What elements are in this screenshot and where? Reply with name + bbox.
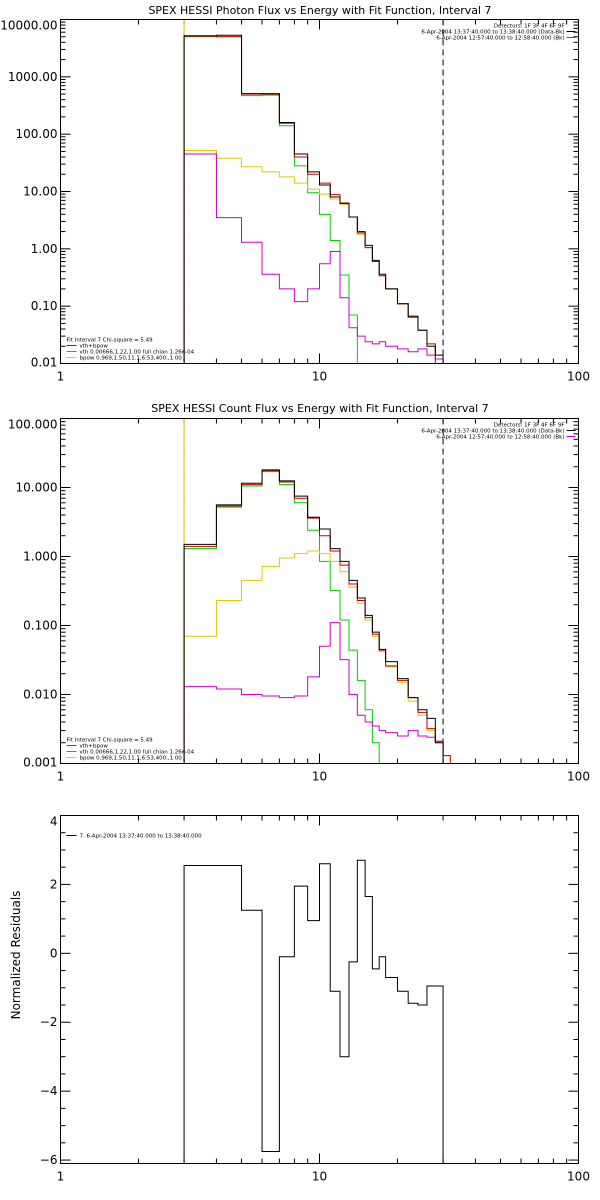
photon-flux-panel: SPEX HESSI Photon Flux vs Energy with Fi… [0, 4, 590, 384]
series-line-sum [183, 470, 451, 764]
legend-text: vth+bpow [80, 744, 109, 750]
y-tick-label: 100.000 [8, 418, 58, 432]
photon-flux-plot-area: 1 10 100 0.01 0.10 1.00 10.00 100.00 1000.00 1000… [0, 19, 590, 384]
legend-text: bpow 0.969,1.50,11.1,6.53,400.,1.00 [80, 756, 183, 762]
y-tick-label: 1.000 [23, 550, 57, 564]
series-line-bpow [183, 550, 451, 764]
series-group [183, 859, 444, 1164]
legend-text: Fit Interval 7 Chi-square = 5.49 [67, 338, 154, 344]
y-tick-label: 0.01 [31, 356, 58, 370]
x-tick-label: 10 [312, 1170, 327, 1184]
header-text: 6-Apr-2004 13:37:40.000 to 13:38:40.000 … [421, 429, 564, 435]
legend-text: vth 0.00666,1.22,1.00 full chian 1.26e-0… [80, 750, 195, 756]
series-line-total [183, 34, 444, 364]
y-tick-label: −2 [40, 1015, 58, 1029]
x-tick-label: 100 [567, 770, 590, 784]
y-tick-label: −4 [40, 1084, 58, 1098]
y-tick-label: 100.00 [16, 127, 58, 141]
residuals-plot-area: 1 10 100 −6 −4 −2 0 2 4 7. 6-Apr-2004 13:37:40.00… [40, 815, 590, 1184]
x-tick-label: 1 [57, 1170, 65, 1184]
y-tick-label: 10.000 [16, 481, 58, 495]
series-line-bk [183, 153, 444, 364]
header-text: 6-Apr-2004 13:37:40.000 to 13:38:40.000 … [421, 30, 564, 36]
x-tick-label: 10 [312, 770, 327, 784]
residuals-y-axis-label: Normalized Residuals [9, 891, 23, 1020]
series-group [183, 34, 444, 364]
photon-flux-frame [60, 19, 579, 364]
y-tick-label: 0 [50, 946, 58, 960]
x-tick-label: 100 [567, 370, 590, 384]
x-tick-label: 1 [57, 370, 65, 384]
y-tick-label: 0.001 [23, 756, 57, 770]
legend-text: Fit Interval 7 Chi-square = 5.49 [67, 738, 154, 744]
series-line-residual [183, 859, 444, 1164]
y-tick-label: 1000.00 [8, 70, 58, 84]
count-flux-plot-area: 1 10 100 0.001 0.010 0.100 1.000 10.000 100.000 D… [8, 418, 590, 784]
y-tick-label: 0.100 [23, 619, 57, 633]
series-line-vth [183, 36, 358, 364]
legend-text: vth+bpow [80, 344, 109, 350]
header-text: Detectors: 1F 3F 4F 6F 9F [494, 24, 565, 30]
series-line-vth [183, 471, 380, 764]
count-flux-title: SPEX HESSI Count Flux vs Energy with Fit… [151, 402, 488, 415]
y-tick-label: −6 [40, 1153, 58, 1167]
count-flux-panel: SPEX HESSI Count Flux vs Energy with Fit… [8, 402, 590, 784]
legend-text: 7. 6-Apr-2004 13:37:40.000 to 13:38:40.0… [80, 834, 203, 840]
header-text: Detectors: 1F 3F 4F 6F 9F [494, 423, 565, 429]
series-line-total [183, 469, 444, 764]
y-tick-label: 4 [50, 815, 58, 829]
series-line-bk [183, 622, 444, 764]
header-text: 6-Apr-2004 12:57:40.000 to 12:58:40.000 … [436, 435, 564, 441]
residuals-frame [60, 815, 579, 1164]
residuals-panel: Normalized Residuals 1 10 100 −6 −4 −2 0 2 4 7. 6… [9, 815, 590, 1184]
series-line-sum [183, 35, 444, 364]
y-tick-label: 0.10 [31, 299, 58, 313]
photon-flux-title: SPEX HESSI Photon Flux vs Energy with Fi… [148, 4, 491, 17]
legend-text: bpow 0.969,1.50,11.1,6.53,400.,1.00 [80, 356, 183, 362]
legend-text: vth 0.00666,1.22,1.00 full chian 1.26e-0… [80, 350, 195, 356]
count-flux-frame [60, 418, 579, 764]
x-tick-label: 100 [567, 1170, 590, 1184]
y-tick-label: 10.00 [23, 185, 57, 199]
y-tick-label: 10000.00 [0, 19, 57, 33]
y-tick-label: 0.010 [23, 688, 57, 702]
series-group [183, 469, 451, 764]
y-tick-label: 1.00 [31, 242, 58, 256]
x-tick-label: 1 [57, 770, 65, 784]
series-line-bpow [183, 149, 444, 364]
x-tick-label: 10 [312, 370, 327, 384]
header-text: 6-Apr-2004 12:57:40.000 to 12:58:40.000 … [436, 36, 564, 42]
y-tick-label: 2 [50, 877, 58, 891]
